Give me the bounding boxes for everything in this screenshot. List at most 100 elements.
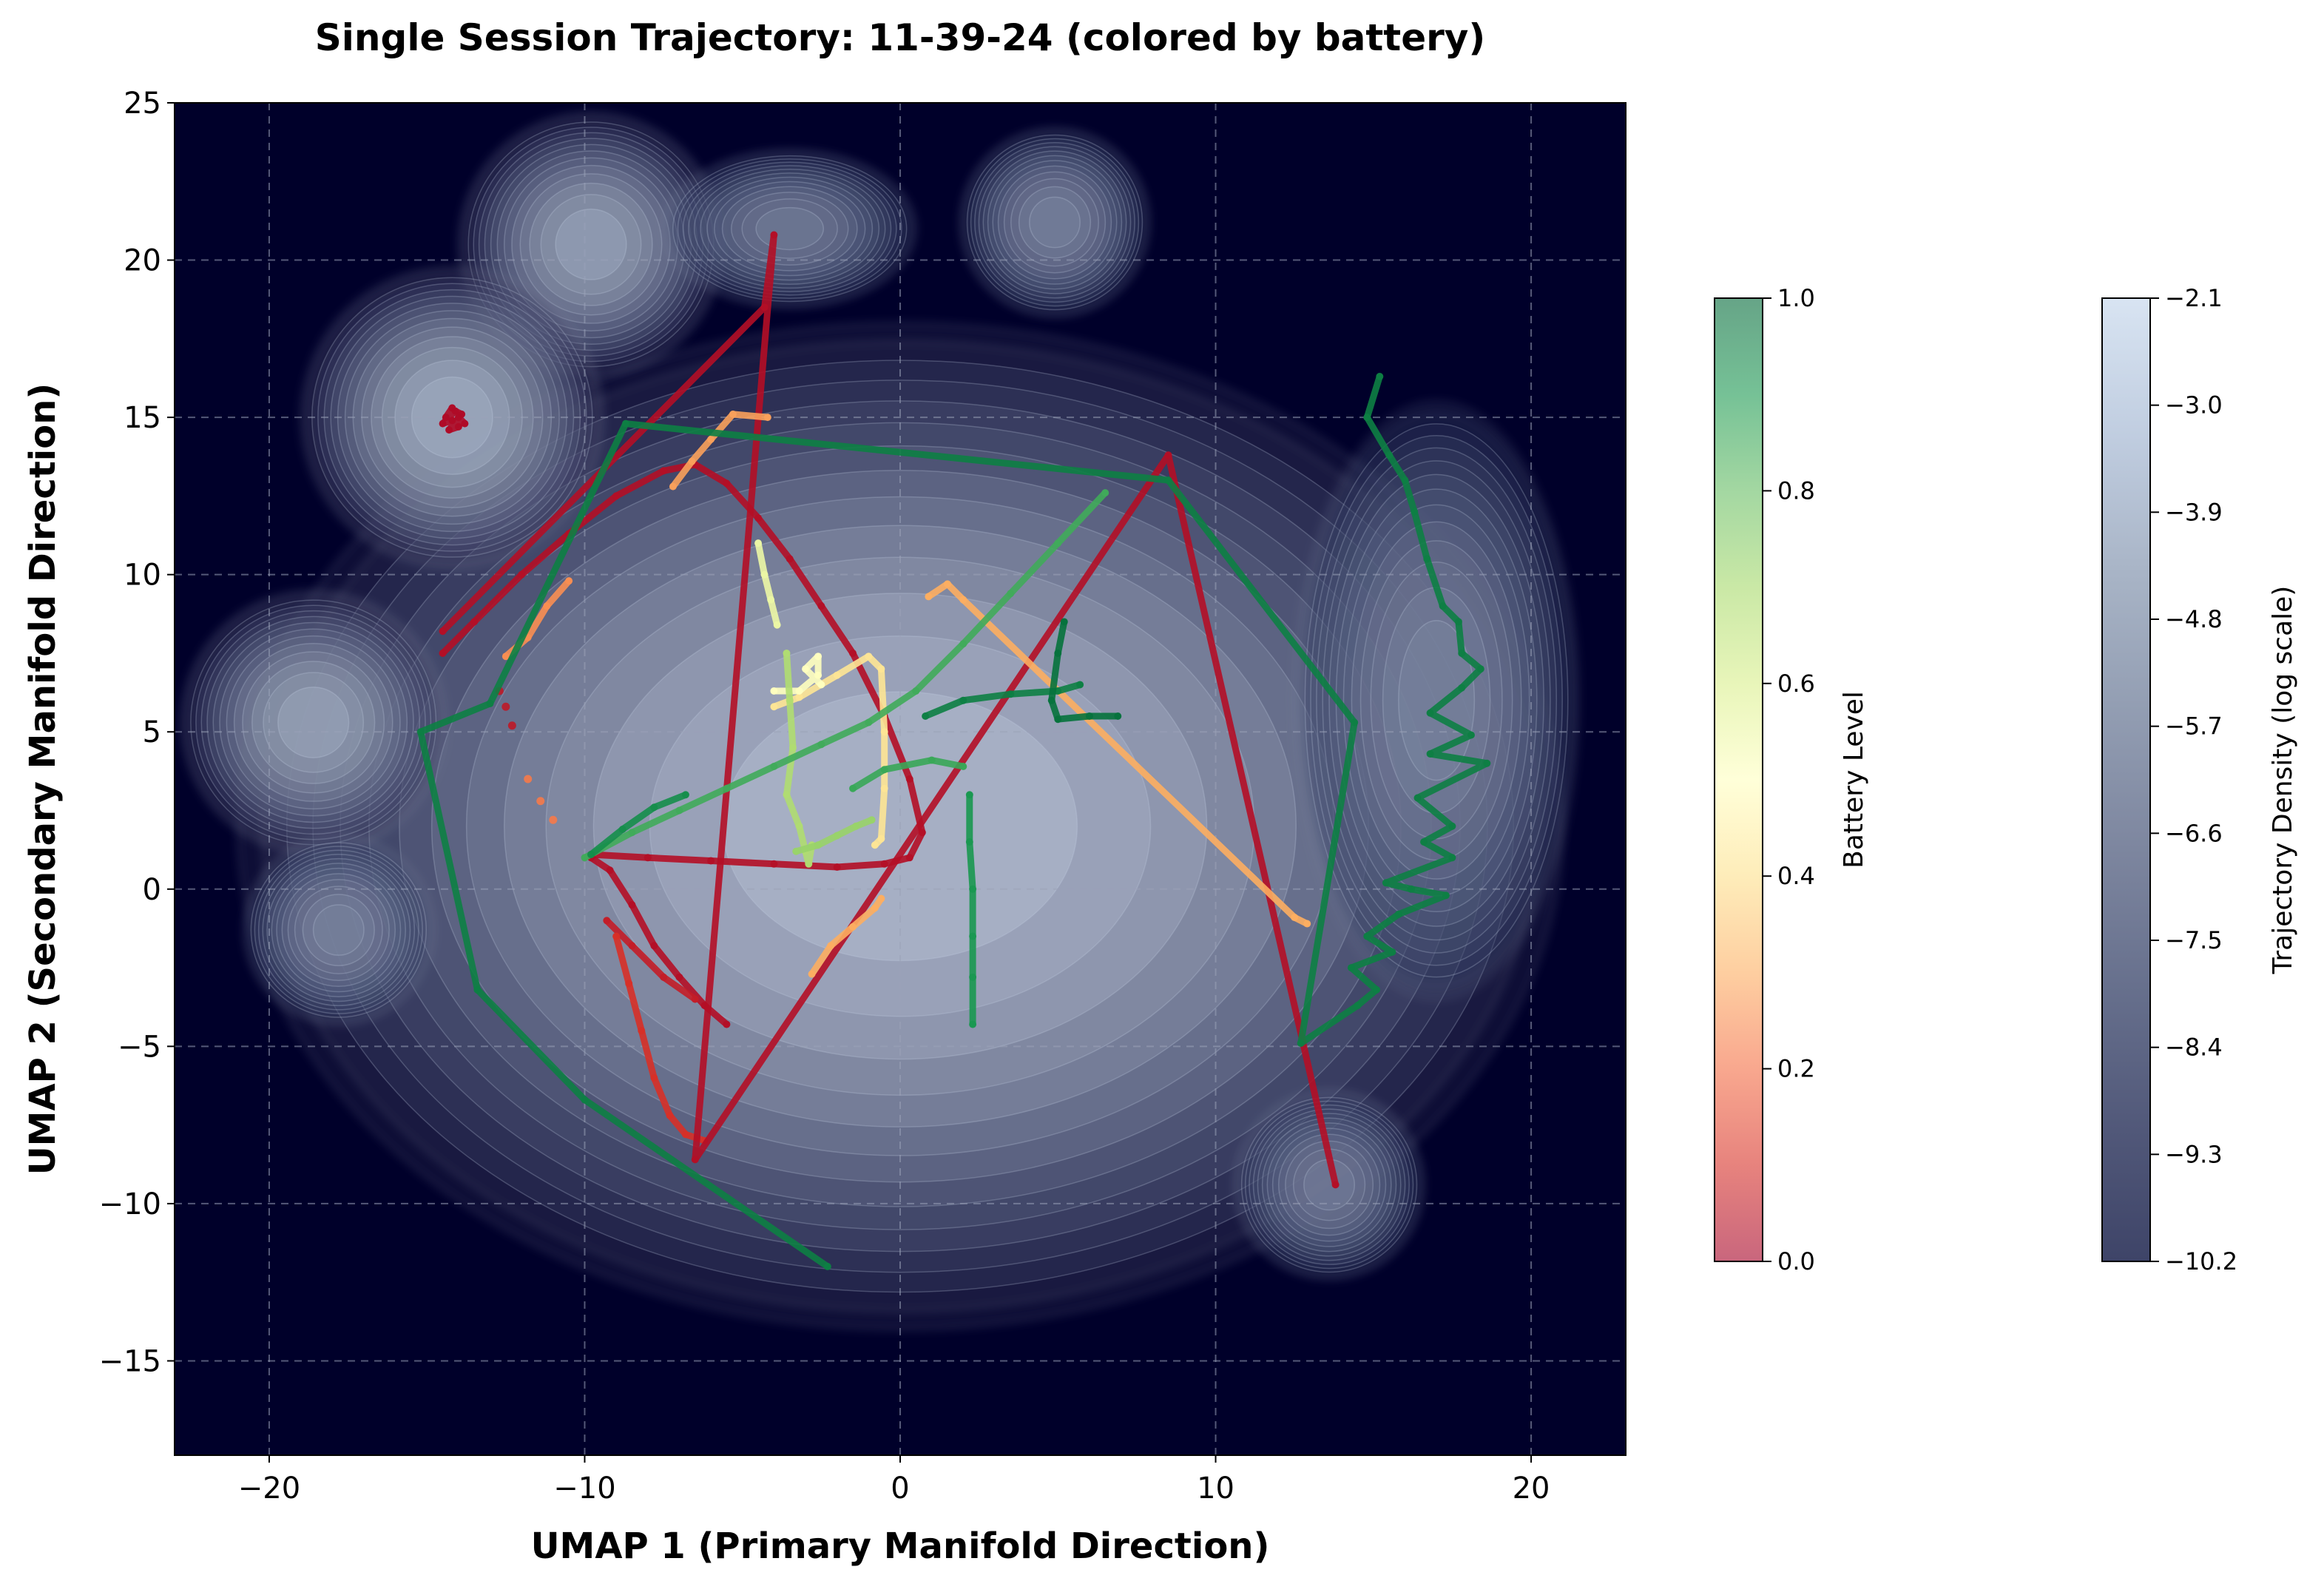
- density-contour-4-8: [992, 160, 1118, 285]
- density-contour-8-1: [1237, 1093, 1422, 1277]
- trajectory-point: [783, 791, 791, 799]
- y-tick-label: 10: [124, 559, 161, 593]
- trajectory-point: [880, 728, 888, 736]
- trajectory-point: [918, 829, 926, 837]
- density-colorbar-tick-label: −3.0: [2165, 391, 2223, 419]
- trajectory-point: [959, 640, 967, 648]
- trajectory-point: [1363, 414, 1371, 422]
- y-tick-label: 20: [124, 244, 161, 278]
- density-colorbar-label: Trajectory Density (log scale): [2268, 586, 2298, 975]
- trajectory-point: [943, 580, 951, 588]
- trajectory-point: [965, 791, 973, 799]
- trajectory-point: [603, 917, 611, 925]
- trajectory-point: [795, 693, 803, 701]
- trajectory-point: [1420, 838, 1428, 846]
- density-contour-8-11: [1285, 1140, 1374, 1230]
- trajectory-point: [833, 671, 841, 679]
- trajectory-point: [905, 854, 913, 862]
- trajectory-point: [1076, 681, 1084, 689]
- trajectory-point: [549, 815, 558, 824]
- density-contour-3-9: [233, 643, 393, 802]
- trajectory-point: [587, 851, 595, 859]
- density-contour-8-10: [1277, 1133, 1381, 1236]
- battery-colorbar-tick-label: 0.8: [1777, 476, 1815, 505]
- trajectory-point: [823, 1262, 831, 1270]
- trajectory-point: [473, 985, 482, 994]
- y-tick-label: 5: [143, 715, 161, 749]
- density-contour-8-3: [1244, 1100, 1414, 1270]
- chart-title: Single Session Trajectory: 11-39-24 (col…: [315, 16, 1485, 59]
- trajectory-segment-6: [439, 232, 1340, 1188]
- trajectory-point: [817, 741, 825, 749]
- trajectory-point: [606, 866, 614, 874]
- density-contour-6-9: [1351, 521, 1522, 880]
- trajectory-point: [612, 492, 621, 500]
- density-contour-4-3: [970, 138, 1140, 307]
- trajectory-point: [1054, 649, 1062, 657]
- trajectory-segment-18: [587, 791, 689, 858]
- density-contour-3-13: [277, 687, 350, 758]
- density-contour-5-7: [700, 172, 880, 285]
- trajectory-point: [524, 775, 533, 783]
- trajectory-point: [448, 417, 456, 425]
- density-contours: [180, 112, 1579, 1330]
- trajectory-point: [439, 627, 447, 636]
- trajectory-point: [1394, 910, 1402, 918]
- density-contour-7-3: [254, 846, 423, 1014]
- density-colorbar-tick-label: −8.4: [2165, 1034, 2223, 1062]
- density-contour-7-2: [250, 842, 428, 1018]
- trajectory-point: [969, 932, 977, 940]
- density-contour-6-6: [1328, 473, 1544, 927]
- trajectory-point: [827, 942, 835, 950]
- density-contour-5-9: [714, 181, 866, 277]
- trajectory-point: [660, 467, 668, 475]
- trajectory-point: [1054, 715, 1062, 724]
- density-contour-7-5: [262, 854, 416, 1007]
- y-tick-label: 25: [124, 87, 161, 121]
- trajectory-point: [754, 539, 763, 547]
- density-contour-5-1: [667, 152, 912, 306]
- density-contour-6-2: [1304, 423, 1569, 978]
- density-contour-3-7: [219, 628, 408, 817]
- grid: [175, 103, 1626, 1455]
- trajectory-point: [849, 923, 857, 931]
- trajectory-point: [959, 762, 967, 770]
- trajectory-point: [1458, 684, 1466, 692]
- trajectory-point: [1085, 712, 1093, 720]
- trajectory-points: [416, 231, 1491, 1270]
- x-axis-ticks: −20 −10 0 10 20: [238, 1455, 1550, 1506]
- density-contour-1-12: [540, 194, 642, 295]
- trajectory-point: [1164, 451, 1172, 459]
- trajectory-point: [1101, 489, 1109, 497]
- density-contour-8-9: [1271, 1127, 1387, 1242]
- trajectory-point: [1401, 476, 1409, 485]
- trajectory-point: [808, 970, 816, 978]
- density-contour-6-3: [1310, 434, 1563, 966]
- density-contour-3-12: [263, 672, 365, 773]
- trajectory-point: [628, 901, 636, 909]
- trajectory-point: [439, 649, 447, 657]
- density-contour-4-13: [1029, 196, 1081, 249]
- density-contour-5-2: [672, 155, 908, 303]
- trajectory-point: [1476, 665, 1484, 673]
- trajectory-point: [650, 942, 658, 950]
- density-contour-1-11: [529, 182, 653, 306]
- trajectory-point: [767, 596, 775, 604]
- density-contour-3-6: [212, 621, 414, 823]
- trajectory-point: [852, 822, 860, 830]
- plot-area: [174, 102, 1627, 1456]
- battery-colorbar: 0.0 0.2 0.4 0.6 0.8 1.0 Battery Level: [1714, 284, 1869, 1275]
- battery-colorbar-tick-label: 0.6: [1777, 670, 1815, 698]
- density-contour-7-8: [276, 867, 402, 993]
- trajectory-point: [581, 1096, 589, 1104]
- trajectory-segment-21: [1048, 618, 1121, 723]
- trajectory-segment-14: [754, 539, 781, 629]
- trajectory-point: [877, 835, 885, 843]
- y-tick-label: −10: [99, 1187, 161, 1221]
- density-contour-8-6: [1257, 1113, 1402, 1257]
- trajectory-point: [814, 653, 822, 661]
- trajectory-point: [817, 681, 825, 689]
- trajectory-point: [675, 973, 683, 981]
- trajectory-point: [833, 863, 841, 872]
